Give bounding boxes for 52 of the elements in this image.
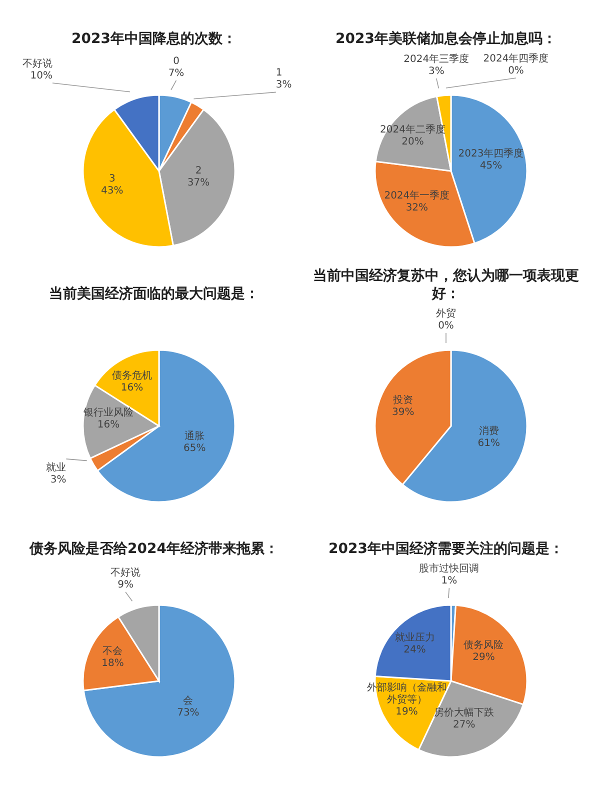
chart-title: 当前中国经济复苏中，您认为哪一项表现更好： (312, 267, 580, 303)
slice-label: 股市过快回调 (419, 562, 480, 575)
data-label: 32% (406, 202, 428, 214)
data-label: 27% (452, 719, 476, 730)
chart-title: 2023年中国经济需要关注的问题是： (328, 540, 564, 558)
text: 0% (508, 66, 524, 76)
slice-label: 投资 (392, 394, 414, 406)
slice-label: 2024年一季度 (384, 190, 450, 202)
chart-title: 债务风险是否给2024年经济带来拖累： (30, 540, 278, 558)
data-label: 7% (168, 68, 184, 79)
data-label: 61% (478, 438, 500, 449)
data-label: 37% (187, 177, 210, 188)
chart-title: 2023年中国降息的次数： (72, 30, 236, 48)
category-label: 外贸 (436, 308, 456, 320)
data-label: 18% (102, 658, 124, 670)
slice-label: 2024年三季度 (404, 52, 470, 65)
slice-label: 债务危机 (112, 370, 152, 382)
slice-label: 2023年四季度 (458, 147, 524, 160)
category-label: 2024年四季度 (483, 54, 549, 64)
data-label: 65% (184, 443, 206, 454)
slice-label: 就业压力 (394, 631, 435, 644)
data-label: 16% (97, 420, 120, 431)
data-label: 24% (404, 644, 426, 656)
data-label: 9% (118, 580, 134, 591)
data-label: 20% (402, 136, 424, 148)
slice-label: 会 (183, 694, 194, 707)
data-label: 3% (428, 66, 444, 77)
data-label: 3% (50, 474, 66, 486)
data-label: 19% (396, 706, 418, 718)
slice-label: 0 (173, 56, 180, 67)
data-label: 45% (480, 160, 502, 172)
slice-label: 消费 (478, 424, 499, 437)
data-label: 73% (177, 708, 200, 719)
slice-label: 2 (195, 165, 202, 176)
slice-label: 不好说 (110, 566, 141, 579)
data-label: 43% (101, 186, 124, 197)
slice-label: 债务风险 (464, 638, 504, 651)
slice-label: 通胀 (184, 430, 205, 442)
slice-label: 1 (276, 68, 282, 79)
data-label: 3% (276, 80, 292, 91)
data-label: 1% (441, 576, 458, 587)
data-label: 10% (30, 70, 52, 82)
text: 0% (438, 320, 454, 332)
slice-label: 就业 (46, 461, 66, 474)
data-label: 29% (472, 652, 495, 663)
slice-label: 3 (108, 174, 116, 185)
data-label: 16% (120, 382, 144, 394)
slice-label: 不会 (102, 645, 123, 658)
slice-label: 不好说 (22, 57, 52, 70)
data-label: 39% (392, 407, 414, 418)
chart-title: 当前美国经济面临的最大问题是： (49, 285, 259, 303)
chart-title: 2023年美联储加息会停止加息吗： (336, 30, 556, 48)
